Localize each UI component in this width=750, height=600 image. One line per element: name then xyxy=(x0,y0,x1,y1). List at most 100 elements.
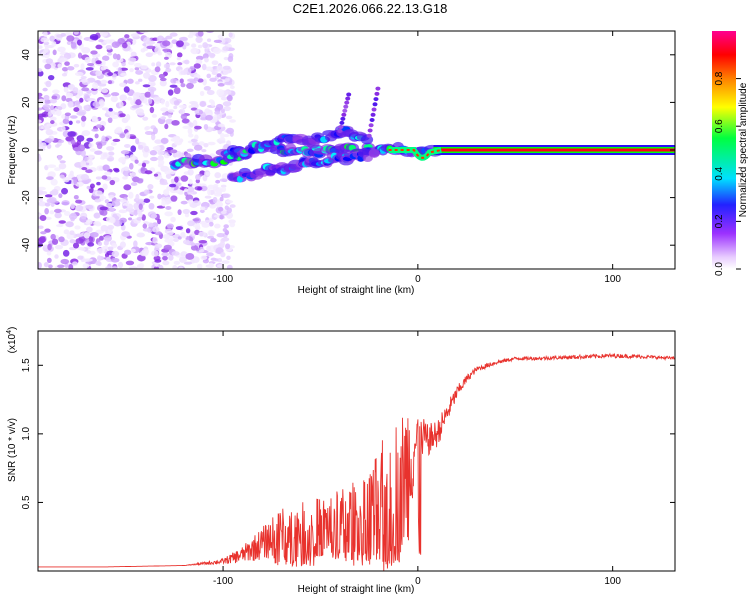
noise-speckle xyxy=(59,160,66,164)
noise-speckle xyxy=(76,111,86,116)
noise-speckle xyxy=(104,171,112,176)
noise-speckle xyxy=(229,119,236,123)
noise-speckle xyxy=(93,212,101,219)
signal-streak xyxy=(345,96,351,101)
noise-speckle xyxy=(184,59,190,65)
noise-speckle xyxy=(38,189,44,196)
noise-speckle xyxy=(86,97,95,102)
noise-speckle xyxy=(52,89,60,94)
noise-speckle xyxy=(129,154,136,161)
noise-speckle xyxy=(212,65,218,70)
noise-speckle xyxy=(176,57,181,61)
noise-speckle xyxy=(170,78,178,84)
spectrogram-ytick-label: -20 xyxy=(21,190,32,205)
noise-speckle xyxy=(107,151,115,156)
noise-speckle xyxy=(117,261,124,269)
noise-speckle xyxy=(217,34,224,40)
noise-speckle xyxy=(213,39,223,43)
noise-speckle xyxy=(83,258,93,262)
noise-speckle xyxy=(67,101,74,108)
noise-speckle xyxy=(95,70,102,77)
noise-speckle xyxy=(150,213,157,219)
noise-speckle xyxy=(49,35,55,42)
snr-ytick-label: 1.0 xyxy=(21,426,32,440)
noise-speckle xyxy=(50,120,55,125)
noise-speckle xyxy=(76,135,85,142)
noise-speckle xyxy=(99,31,109,37)
noise-speckle xyxy=(136,264,143,269)
noise-speckle xyxy=(180,200,188,205)
noise-speckle xyxy=(47,75,55,81)
noise-speckle xyxy=(216,89,225,97)
noise-speckle xyxy=(147,98,153,105)
noise-speckle xyxy=(66,40,72,46)
noise-speckle xyxy=(165,118,174,125)
signal-streak xyxy=(373,97,379,102)
noise-speckle xyxy=(212,196,218,204)
noise-speckle xyxy=(119,133,126,139)
noise-speckle xyxy=(166,147,174,151)
noise-speckle xyxy=(93,221,98,226)
noise-speckle xyxy=(127,60,135,66)
noise-speckle xyxy=(188,179,193,185)
noise-speckle xyxy=(102,183,108,190)
noise-speckle xyxy=(108,194,115,199)
noise-speckle xyxy=(182,125,191,130)
noise-speckle xyxy=(187,127,193,135)
noise-speckle xyxy=(77,144,86,152)
noise-speckle xyxy=(110,95,118,103)
noise-speckle xyxy=(140,166,146,172)
noise-speckle xyxy=(64,112,71,117)
noise-speckle xyxy=(51,95,58,100)
noise-speckle xyxy=(111,200,121,207)
noise-speckle xyxy=(148,222,155,228)
noise-speckle xyxy=(95,44,103,50)
colorbar xyxy=(712,31,736,269)
noise-speckle xyxy=(123,184,132,191)
noise-speckle xyxy=(89,183,95,189)
noise-speckle xyxy=(203,86,212,91)
noise-speckle xyxy=(142,116,149,121)
noise-speckle xyxy=(200,255,208,261)
noise-speckle xyxy=(169,183,177,188)
noise-speckle xyxy=(222,46,230,52)
noise-speckle xyxy=(214,110,221,115)
noise-speckle xyxy=(195,59,203,65)
noise-speckle xyxy=(46,123,55,127)
noise-speckle xyxy=(192,218,200,222)
noise-speckle xyxy=(136,232,145,238)
noise-speckle xyxy=(216,65,223,72)
noise-speckle xyxy=(122,169,131,177)
noise-speckle xyxy=(158,73,166,79)
noise-speckle xyxy=(130,248,136,253)
colorbar-axes: 0.0 0.2 0.4 0.6 0.8 xyxy=(714,71,741,276)
spectrogram-plot-area xyxy=(38,31,675,269)
noise-speckle xyxy=(145,52,153,58)
noise-speckle xyxy=(182,208,191,215)
noise-speckle xyxy=(170,195,178,202)
noise-speckle xyxy=(60,258,70,265)
noise-speckle xyxy=(191,183,199,187)
noise-speckle xyxy=(198,141,205,146)
noise-speckle xyxy=(209,52,216,59)
noise-speckle xyxy=(75,120,81,124)
noise-speckle xyxy=(182,44,187,50)
noise-speckle xyxy=(124,155,130,160)
noise-speckle xyxy=(180,251,188,257)
noise-speckle xyxy=(100,224,109,232)
noise-speckle xyxy=(38,262,42,269)
noise-speckle xyxy=(38,45,43,50)
noise-speckle xyxy=(112,213,118,219)
noise-speckle xyxy=(69,170,74,176)
noise-speckle xyxy=(38,68,43,73)
noise-speckle xyxy=(148,74,157,82)
snr-plot-area xyxy=(38,352,675,571)
noise-speckle xyxy=(80,149,86,157)
noise-speckle xyxy=(80,174,90,181)
noise-speckle xyxy=(102,164,110,171)
signal-streak xyxy=(372,102,378,107)
noise-speckle xyxy=(62,118,70,125)
noise-speckle xyxy=(144,170,153,175)
noise-speckle xyxy=(170,178,175,184)
